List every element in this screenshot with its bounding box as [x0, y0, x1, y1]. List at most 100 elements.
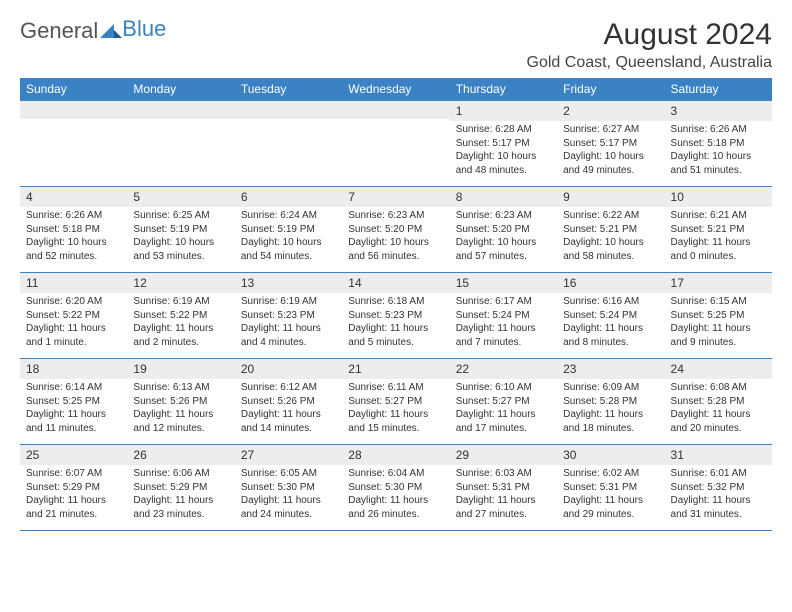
- day-number: 16: [557, 273, 664, 293]
- dayname: Friday: [557, 78, 664, 101]
- calendar-page: General Blue August 2024 Gold Coast, Que…: [0, 0, 792, 541]
- day-number: 22: [450, 359, 557, 379]
- calendar-cell: 11Sunrise: 6:20 AMSunset: 5:22 PMDayligh…: [20, 273, 127, 359]
- calendar-cell: 20Sunrise: 6:12 AMSunset: 5:26 PMDayligh…: [235, 359, 342, 445]
- day-number: 20: [235, 359, 342, 379]
- day-number: 18: [20, 359, 127, 379]
- calendar-cell: 26Sunrise: 6:06 AMSunset: 5:29 PMDayligh…: [127, 445, 234, 531]
- day-details: Sunrise: 6:16 AMSunset: 5:24 PMDaylight:…: [557, 293, 664, 353]
- day-details: Sunrise: 6:15 AMSunset: 5:25 PMDaylight:…: [665, 293, 772, 353]
- day-number: 27: [235, 445, 342, 465]
- day-number: 13: [235, 273, 342, 293]
- calendar-cell: [20, 101, 127, 187]
- day-number: 17: [665, 273, 772, 293]
- day-details: Sunrise: 6:23 AMSunset: 5:20 PMDaylight:…: [450, 207, 557, 267]
- day-details: Sunrise: 6:20 AMSunset: 5:22 PMDaylight:…: [20, 293, 127, 353]
- day-details: Sunrise: 6:12 AMSunset: 5:26 PMDaylight:…: [235, 379, 342, 439]
- title-block: August 2024 Gold Coast, Queensland, Aust…: [527, 18, 772, 72]
- calendar-week: 25Sunrise: 6:07 AMSunset: 5:29 PMDayligh…: [20, 445, 772, 531]
- calendar-cell: 8Sunrise: 6:23 AMSunset: 5:20 PMDaylight…: [450, 187, 557, 273]
- day-details: Sunrise: 6:24 AMSunset: 5:19 PMDaylight:…: [235, 207, 342, 267]
- calendar-cell: 30Sunrise: 6:02 AMSunset: 5:31 PMDayligh…: [557, 445, 664, 531]
- calendar-cell: 15Sunrise: 6:17 AMSunset: 5:24 PMDayligh…: [450, 273, 557, 359]
- day-details: Sunrise: 6:23 AMSunset: 5:20 PMDaylight:…: [342, 207, 449, 267]
- calendar-cell: 21Sunrise: 6:11 AMSunset: 5:27 PMDayligh…: [342, 359, 449, 445]
- day-details: Sunrise: 6:19 AMSunset: 5:23 PMDaylight:…: [235, 293, 342, 353]
- day-number: 30: [557, 445, 664, 465]
- day-number: 28: [342, 445, 449, 465]
- day-details: Sunrise: 6:13 AMSunset: 5:26 PMDaylight:…: [127, 379, 234, 439]
- day-number: 12: [127, 273, 234, 293]
- empty-day-header: [235, 101, 342, 119]
- location: Gold Coast, Queensland, Australia: [527, 54, 772, 72]
- calendar-cell: 5Sunrise: 6:25 AMSunset: 5:19 PMDaylight…: [127, 187, 234, 273]
- calendar-week: 4Sunrise: 6:26 AMSunset: 5:18 PMDaylight…: [20, 187, 772, 273]
- day-details: Sunrise: 6:27 AMSunset: 5:17 PMDaylight:…: [557, 121, 664, 181]
- calendar-week: 1Sunrise: 6:28 AMSunset: 5:17 PMDaylight…: [20, 101, 772, 187]
- day-details: Sunrise: 6:09 AMSunset: 5:28 PMDaylight:…: [557, 379, 664, 439]
- empty-day-header: [20, 101, 127, 119]
- calendar-cell: 1Sunrise: 6:28 AMSunset: 5:17 PMDaylight…: [450, 101, 557, 187]
- day-details: Sunrise: 6:18 AMSunset: 5:23 PMDaylight:…: [342, 293, 449, 353]
- logo: General Blue: [20, 18, 166, 44]
- dayname: Wednesday: [342, 78, 449, 101]
- day-number: 6: [235, 187, 342, 207]
- day-details: Sunrise: 6:14 AMSunset: 5:25 PMDaylight:…: [20, 379, 127, 439]
- day-number: 25: [20, 445, 127, 465]
- day-details: Sunrise: 6:28 AMSunset: 5:17 PMDaylight:…: [450, 121, 557, 181]
- day-number: 3: [665, 101, 772, 121]
- day-details: Sunrise: 6:08 AMSunset: 5:28 PMDaylight:…: [665, 379, 772, 439]
- calendar-cell: 6Sunrise: 6:24 AMSunset: 5:19 PMDaylight…: [235, 187, 342, 273]
- calendar-cell: 12Sunrise: 6:19 AMSunset: 5:22 PMDayligh…: [127, 273, 234, 359]
- day-number: 23: [557, 359, 664, 379]
- day-number: 7: [342, 187, 449, 207]
- calendar-cell: [235, 101, 342, 187]
- dayname: Sunday: [20, 78, 127, 101]
- calendar-cell: 23Sunrise: 6:09 AMSunset: 5:28 PMDayligh…: [557, 359, 664, 445]
- day-number: 9: [557, 187, 664, 207]
- day-details: Sunrise: 6:11 AMSunset: 5:27 PMDaylight:…: [342, 379, 449, 439]
- dayname: Thursday: [450, 78, 557, 101]
- calendar-cell: 7Sunrise: 6:23 AMSunset: 5:20 PMDaylight…: [342, 187, 449, 273]
- empty-day-header: [342, 101, 449, 119]
- day-details: Sunrise: 6:01 AMSunset: 5:32 PMDaylight:…: [665, 465, 772, 525]
- day-number: 19: [127, 359, 234, 379]
- calendar-cell: 22Sunrise: 6:10 AMSunset: 5:27 PMDayligh…: [450, 359, 557, 445]
- calendar-cell: 27Sunrise: 6:05 AMSunset: 5:30 PMDayligh…: [235, 445, 342, 531]
- calendar-cell: 28Sunrise: 6:04 AMSunset: 5:30 PMDayligh…: [342, 445, 449, 531]
- day-details: Sunrise: 6:19 AMSunset: 5:22 PMDaylight:…: [127, 293, 234, 353]
- dayname-row: Sunday Monday Tuesday Wednesday Thursday…: [20, 78, 772, 101]
- day-number: 31: [665, 445, 772, 465]
- day-number: 24: [665, 359, 772, 379]
- day-details: Sunrise: 6:17 AMSunset: 5:24 PMDaylight:…: [450, 293, 557, 353]
- calendar-cell: 4Sunrise: 6:26 AMSunset: 5:18 PMDaylight…: [20, 187, 127, 273]
- calendar-table: Sunday Monday Tuesday Wednesday Thursday…: [20, 78, 772, 531]
- dayname: Monday: [127, 78, 234, 101]
- calendar-cell: 24Sunrise: 6:08 AMSunset: 5:28 PMDayligh…: [665, 359, 772, 445]
- day-number: 5: [127, 187, 234, 207]
- day-details: Sunrise: 6:03 AMSunset: 5:31 PMDaylight:…: [450, 465, 557, 525]
- calendar-cell: 19Sunrise: 6:13 AMSunset: 5:26 PMDayligh…: [127, 359, 234, 445]
- day-details: Sunrise: 6:06 AMSunset: 5:29 PMDaylight:…: [127, 465, 234, 525]
- day-details: Sunrise: 6:04 AMSunset: 5:30 PMDaylight:…: [342, 465, 449, 525]
- day-number: 2: [557, 101, 664, 121]
- calendar-cell: 29Sunrise: 6:03 AMSunset: 5:31 PMDayligh…: [450, 445, 557, 531]
- day-number: 1: [450, 101, 557, 121]
- day-details: Sunrise: 6:26 AMSunset: 5:18 PMDaylight:…: [665, 121, 772, 181]
- day-details: Sunrise: 6:22 AMSunset: 5:21 PMDaylight:…: [557, 207, 664, 267]
- calendar-cell: 18Sunrise: 6:14 AMSunset: 5:25 PMDayligh…: [20, 359, 127, 445]
- logo-text-1: General: [20, 18, 98, 44]
- day-number: 4: [20, 187, 127, 207]
- day-details: Sunrise: 6:02 AMSunset: 5:31 PMDaylight:…: [557, 465, 664, 525]
- calendar-week: 18Sunrise: 6:14 AMSunset: 5:25 PMDayligh…: [20, 359, 772, 445]
- day-number: 21: [342, 359, 449, 379]
- calendar-cell: 16Sunrise: 6:16 AMSunset: 5:24 PMDayligh…: [557, 273, 664, 359]
- dayname: Tuesday: [235, 78, 342, 101]
- month-title: August 2024: [527, 18, 772, 52]
- day-details: Sunrise: 6:07 AMSunset: 5:29 PMDaylight:…: [20, 465, 127, 525]
- logo-mark-icon: [100, 18, 122, 44]
- calendar-cell: 25Sunrise: 6:07 AMSunset: 5:29 PMDayligh…: [20, 445, 127, 531]
- day-number: 26: [127, 445, 234, 465]
- day-details: Sunrise: 6:10 AMSunset: 5:27 PMDaylight:…: [450, 379, 557, 439]
- calendar-week: 11Sunrise: 6:20 AMSunset: 5:22 PMDayligh…: [20, 273, 772, 359]
